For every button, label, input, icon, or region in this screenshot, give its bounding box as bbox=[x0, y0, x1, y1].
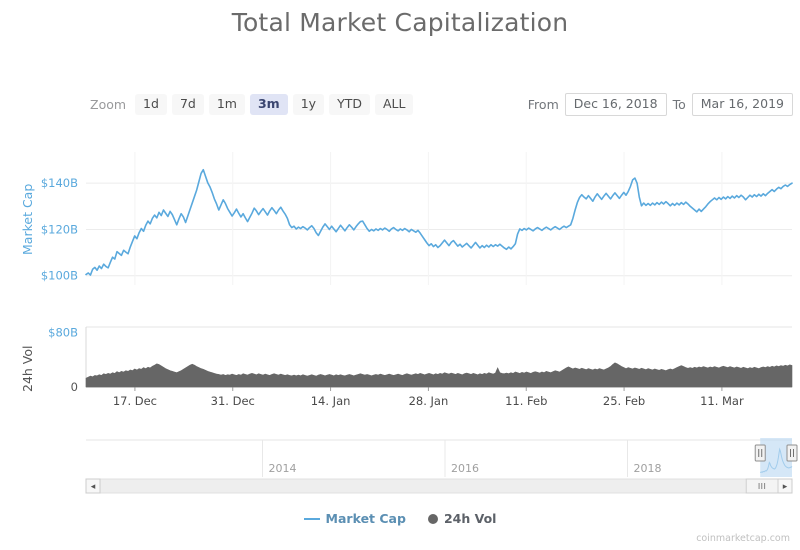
from-label: From bbox=[527, 96, 559, 112]
legend-item-volume[interactable]: 24h Vol bbox=[427, 511, 497, 526]
legend-line-icon bbox=[303, 517, 320, 520]
ytick-volume-0: 0 bbox=[71, 380, 78, 394]
zoom-button-ytd[interactable]: YTD bbox=[329, 93, 370, 115]
xtick-4: 11. Feb bbox=[505, 394, 547, 408]
volume-series bbox=[85, 362, 793, 388]
ytick-market-cap-1: $120B bbox=[41, 222, 78, 236]
zoom-button-3m[interactable]: 3m bbox=[249, 93, 288, 115]
market-cap-series bbox=[85, 168, 793, 276]
scrollbar-thumb[interactable]: III bbox=[745, 478, 779, 494]
scrollbar-track[interactable] bbox=[85, 478, 793, 494]
chart-plot-area[interactable]: $100B $120B $140B 0 $80B 17. Dec 31. Dec 14. J… bbox=[0, 0, 800, 500]
ytick-market-cap-2: $140B bbox=[41, 176, 78, 190]
yaxis-title-market-cap: Market Cap bbox=[20, 183, 35, 255]
legend-label-market-cap: Market Cap bbox=[325, 511, 406, 526]
zoom-button-all[interactable]: ALL bbox=[374, 93, 414, 115]
zoom-label: Zoom bbox=[90, 96, 127, 112]
volume-area bbox=[85, 362, 793, 388]
navigator-year-2016: 2016 bbox=[451, 462, 479, 475]
legend-label-volume: 24h Vol bbox=[443, 511, 497, 526]
navigator[interactable]: 2014 2016 2018 ◂ ▸ III bbox=[85, 438, 798, 494]
page-title: Total Market Capitalization bbox=[231, 8, 569, 37]
scrollbar-grip-icon: III bbox=[758, 482, 767, 491]
xtick-6: 11. Mar bbox=[700, 394, 744, 408]
left-arrow-icon: ◂ bbox=[91, 482, 96, 492]
chart-legend: Market Cap 24h Vol bbox=[0, 511, 800, 526]
yaxis-title-volume: 24h Vol bbox=[20, 345, 35, 392]
ytick-market-cap-0: $100B bbox=[41, 269, 78, 283]
zoom-button-1m[interactable]: 1m bbox=[208, 93, 245, 115]
y-axis-tick-labels: $100B $120B $140B 0 $80B bbox=[41, 176, 78, 394]
zoom-button-group: Zoom 1d 7d 1m 3m 1y YTD ALL bbox=[90, 92, 414, 116]
xtick-1: 31. Dec bbox=[211, 394, 255, 408]
navigator-year-2014: 2014 bbox=[269, 462, 297, 475]
legend-item-market-cap[interactable]: Market Cap bbox=[303, 511, 406, 526]
navigator-background[interactable] bbox=[86, 440, 792, 477]
x-axis-tick-labels: 17. Dec 31. Dec 14. Jan 28. Jan 11. Feb 25. F… bbox=[113, 394, 744, 408]
zoom-button-1y[interactable]: 1y bbox=[292, 93, 325, 115]
legend-dot-icon bbox=[427, 513, 438, 524]
gridlines bbox=[85, 152, 792, 391]
navigator-handle-right[interactable] bbox=[786, 444, 798, 462]
date-range-inputs: From Dec 16, 2018 To Mar 16, 2019 bbox=[528, 92, 793, 116]
ytick-volume-1: $80B bbox=[48, 325, 78, 339]
credits-link[interactable]: coinmarketcap.com bbox=[696, 533, 790, 544]
to-date-input[interactable]: Mar 16, 2019 bbox=[691, 92, 793, 116]
xtick-2: 14. Jan bbox=[311, 394, 351, 408]
from-date-input[interactable]: Dec 16, 2018 bbox=[564, 92, 667, 116]
xtick-0: 17. Dec bbox=[113, 394, 157, 408]
xtick-3: 28. Jan bbox=[409, 394, 449, 408]
navigator-year-2018: 2018 bbox=[634, 462, 662, 475]
xtick-5: 25. Feb bbox=[603, 394, 645, 408]
scrollbar-right-arrow-button[interactable]: ▸ bbox=[777, 478, 793, 494]
right-arrow-icon: ▸ bbox=[783, 482, 788, 492]
market-cap-line bbox=[85, 168, 793, 276]
scrollbar-left-arrow-button[interactable]: ◂ bbox=[85, 478, 101, 494]
to-label: To bbox=[672, 96, 686, 112]
zoom-button-1d[interactable]: 1d bbox=[135, 93, 167, 115]
range-selector: Zoom 1d 7d 1m 3m 1y YTD ALL From Dec 16,… bbox=[0, 92, 800, 116]
navigator-handle-left[interactable] bbox=[754, 444, 766, 462]
zoom-button-7d[interactable]: 7d bbox=[171, 93, 204, 115]
